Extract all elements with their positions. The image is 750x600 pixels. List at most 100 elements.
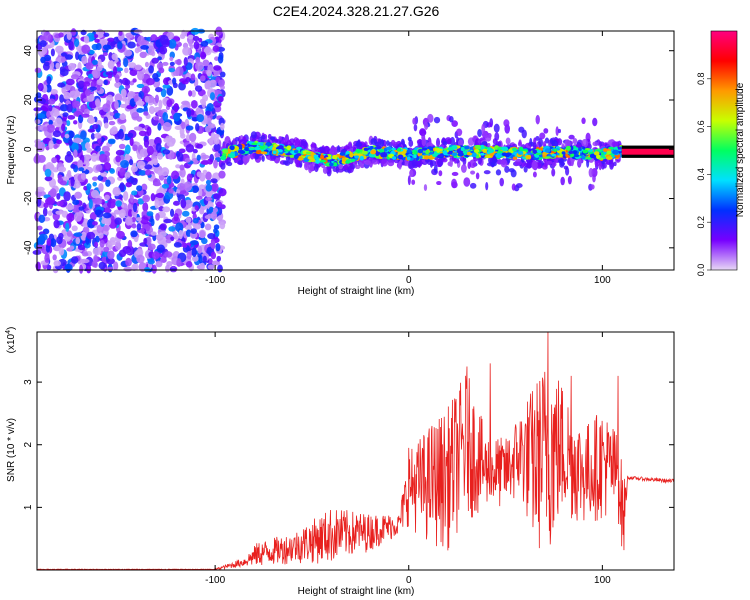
spectrogram-cell	[98, 232, 104, 239]
spectrogram-cell	[36, 113, 46, 119]
spectrogram-cell	[218, 170, 226, 179]
spectrogram-cell	[480, 152, 485, 156]
snr-y-ticks: 1 2 3	[23, 379, 674, 510]
spectrogram-cell	[191, 247, 197, 258]
spectrogram-cell	[37, 154, 46, 163]
spectrogram-cell	[128, 159, 134, 166]
spectrogram-cell	[200, 160, 210, 165]
spectrogram-cell	[409, 169, 414, 178]
spectrogram-cell	[196, 114, 205, 123]
spectrogram-cell	[184, 157, 191, 163]
spectrogram-cell	[159, 257, 167, 263]
y-tick-label: -40	[23, 240, 34, 255]
spectrogram-cell	[572, 150, 578, 155]
spectrogram-cell	[175, 222, 184, 233]
spectrogram-cell	[295, 153, 302, 157]
spectrogram-cell	[145, 169, 152, 176]
spectrogram-cell	[69, 245, 75, 250]
spectrogram-cell	[34, 119, 41, 125]
spectrogram-cell	[60, 56, 66, 63]
spectrogram-cell	[493, 123, 500, 133]
spectrogram-cell	[157, 170, 163, 176]
y-tick-label: 1	[23, 504, 34, 510]
colorbar: 0.0 0.2 0.4 0.6 0.8 Normalized spectral ampl…	[696, 30, 746, 276]
spectrogram-cell	[578, 147, 582, 152]
spectrogram-cell	[46, 76, 52, 85]
spectrogram-cell	[131, 223, 137, 229]
spectrogram-cell	[437, 154, 445, 157]
spectrogram-cell	[188, 37, 193, 47]
spectrogram-cell	[374, 150, 380, 157]
spectrogram-cell	[164, 251, 173, 258]
spectrogram-cell	[136, 83, 145, 89]
spectrogram-cell	[449, 159, 453, 167]
spectrogram-cell	[370, 149, 376, 155]
spectrogram-cell	[190, 109, 195, 116]
spectrogram-cell	[166, 31, 175, 40]
spectrogram-cell	[178, 148, 186, 154]
spectrogram-cell	[135, 217, 142, 222]
spectrogram-cell	[111, 53, 118, 61]
spectrogram-cell	[152, 158, 159, 166]
spectrogram-cell	[74, 38, 80, 47]
spectrogram-cell	[190, 73, 196, 81]
spectrogram-cell	[185, 76, 191, 82]
spectrogram-cell	[83, 81, 91, 87]
spectrogram-cell	[146, 126, 152, 136]
spectrogram-cell	[59, 94, 65, 103]
spectrogram-cell	[90, 152, 98, 162]
spectrogram-cell	[332, 154, 338, 160]
spectrogram-cell	[176, 152, 184, 162]
spectrogram-cell	[380, 152, 386, 158]
colorbar-tick-label: 0.8	[696, 73, 706, 86]
spectrogram-cell	[170, 236, 175, 242]
spectrogram-cell	[450, 152, 458, 156]
spectrogram-cell	[512, 147, 517, 152]
spectrogram-cell	[114, 217, 122, 225]
y-tick-label: 0	[23, 146, 34, 152]
spectrogram-cell	[482, 148, 487, 153]
spectrogram-cell	[210, 211, 217, 221]
spectrogram-cell	[127, 132, 134, 138]
spectrogram-cell	[63, 91, 71, 100]
spectrogram-cell	[94, 38, 100, 43]
spectrogram-cell	[211, 182, 219, 192]
spectrogram-cell	[92, 123, 99, 130]
spectrogram-cell	[479, 144, 485, 150]
spectrogram-cell	[38, 214, 46, 223]
spectrogram-cell	[142, 202, 149, 212]
spectrogram-cell	[114, 209, 121, 215]
spectrogram-cell	[314, 146, 318, 152]
spectrogram-cell	[154, 199, 160, 209]
spectrogram-cell	[77, 114, 84, 124]
spectrogram-cell	[474, 144, 482, 150]
spectrogram-cell	[207, 258, 213, 265]
spectrogram-cell	[481, 123, 486, 134]
spectrogram-cell	[198, 187, 203, 198]
spectrogram-cell	[123, 57, 129, 68]
spectrogram-cell	[106, 114, 115, 121]
spectrogram-cell	[259, 142, 264, 146]
spectrogram-cell	[90, 189, 100, 199]
spectrogram-cell	[484, 155, 492, 159]
spectrogram-cell	[160, 167, 170, 177]
spectrogram-cell	[48, 119, 53, 126]
spectrogram-cell	[64, 54, 73, 60]
spectrogram-cell	[80, 231, 87, 241]
spectrogram-cell	[504, 165, 510, 173]
spectrogram-cell	[500, 159, 508, 168]
spectrogram-cell	[105, 71, 114, 76]
spectrogram-cell	[546, 160, 553, 165]
spectrogram-cell	[107, 60, 115, 69]
spectrogram-cell	[134, 64, 142, 71]
spectrogram-cell	[115, 155, 121, 163]
spectrogram-cell	[109, 168, 115, 174]
spectrogram-cell	[198, 37, 203, 43]
spectrogram-cell	[226, 161, 233, 167]
spectrogram-cell	[72, 199, 80, 206]
spectrogram-cell	[102, 224, 110, 232]
spectrogram-cell	[209, 92, 215, 101]
spectrogram-cell	[57, 177, 64, 184]
spectrogram-cell	[145, 236, 152, 246]
spectrogram-cell	[109, 127, 118, 135]
